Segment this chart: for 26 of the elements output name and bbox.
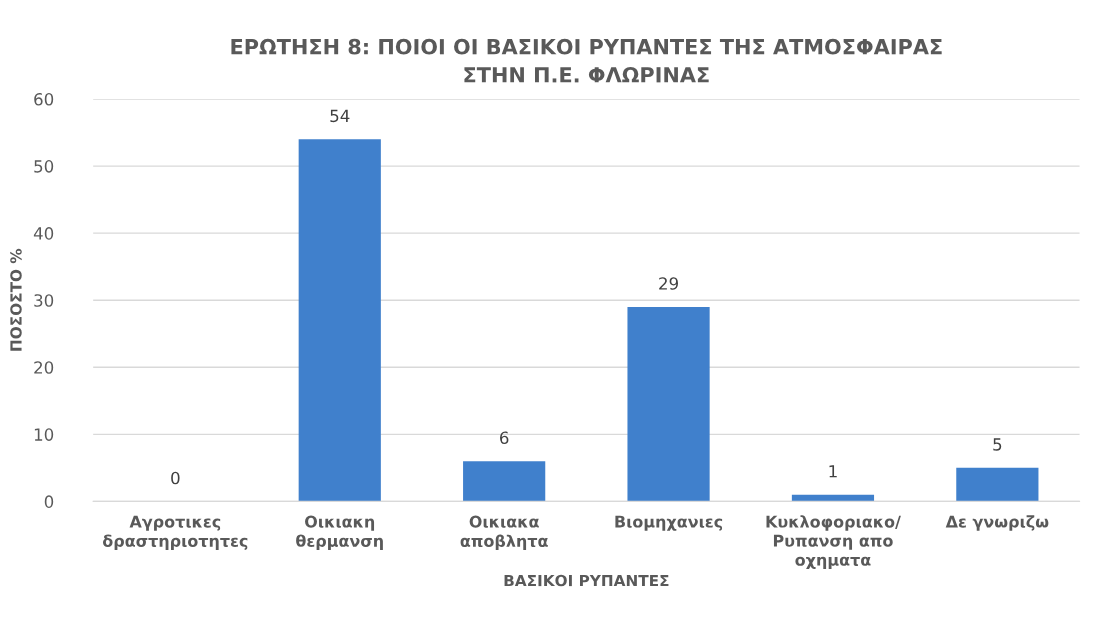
y-tick-label: 0 [44,495,54,508]
data-label: 6 [500,431,509,445]
data-label: 0 [171,471,180,485]
data-label: 5 [993,438,1002,451]
bar [956,467,1039,502]
bar [463,461,546,502]
y-tick-label: 50 [34,160,54,173]
y-tick-label: 20 [34,361,54,374]
x-tick-label: Οικιακα αποβλητα [460,515,548,551]
data-label: 54 [330,109,350,123]
y-axis-title: ΠΟΣΟΣΤΟ % [10,248,22,351]
y-tick-label: 40 [33,227,54,240]
y-tick-label: 10 [34,428,54,441]
data-label: 1 [829,465,837,478]
x-tick-label: Κυκλοφοριακο/ Ρυπανση απο οχηματα [766,515,901,569]
x-tick-label: Οικιακη θερμανση [296,515,383,551]
bar [298,139,381,502]
data-label: 29 [659,277,678,290]
x-tick-label: Δε γνωριζω [945,515,1049,531]
x-axis-title: ΒΑΣΙΚΟΙ ΡΥΠΑΝΤΕΣ [504,574,669,587]
y-tick-label: 60 [34,93,54,106]
bar [627,306,710,502]
y-tick-label: 30 [34,294,54,307]
x-tick-label: Βιομηχανιες [615,515,723,531]
x-tick-label: Αγροτικες δραστηριοτητες [102,515,248,550]
chart-title: ΕΡΩΤΗΣΗ 8: ΠΟΙΟΙ ΟΙ ΒΑΣΙΚΟΙ ΡΥΠΑΝΤΕΣ ΤΗΣ ΑΤΜΟΣΦΑΙΡΑΣ ΣΤΗΝ Π.Ε. ΦΛΩΡΙΝΑΣ [231,38,942,83]
